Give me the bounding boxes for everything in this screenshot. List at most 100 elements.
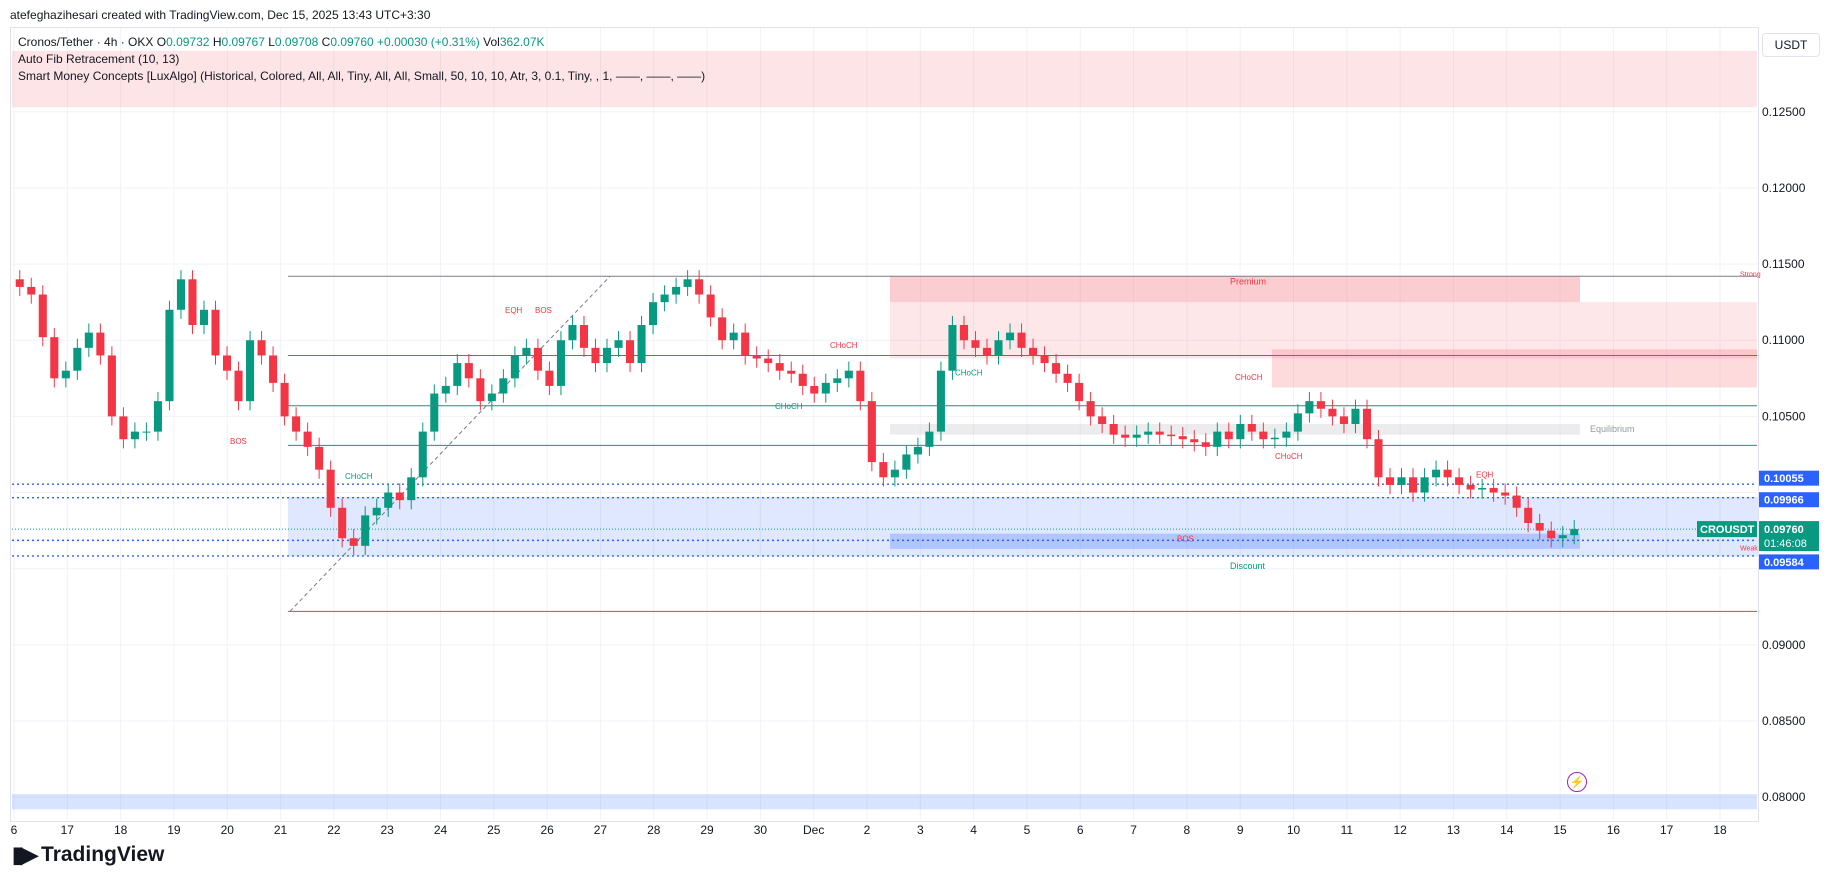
candle-body xyxy=(1144,431,1153,435)
zone-premium xyxy=(890,276,1580,303)
x-tick-label: 20 xyxy=(221,823,235,837)
candle-body xyxy=(522,347,531,356)
candle-body xyxy=(1362,408,1372,440)
y-tick-label: 0.08500 xyxy=(1762,714,1806,728)
candle-body xyxy=(1316,401,1325,409)
candle-body xyxy=(188,279,197,325)
label-layer: Premium Equilibrium Discount BOS CHoCH EQH BOS… xyxy=(230,271,1761,571)
x-tick-label: 9 xyxy=(1237,823,1244,837)
candle-body xyxy=(1155,431,1164,435)
candle-body xyxy=(199,309,209,325)
line-layer xyxy=(12,275,1757,612)
price-tag-label: 0.09966 xyxy=(1764,495,1804,507)
candle-body xyxy=(211,309,220,356)
candle-body xyxy=(1224,431,1233,440)
y-tick-label: 0.10500 xyxy=(1762,409,1806,423)
x-tick-label: 4 xyxy=(970,823,977,837)
candle-body xyxy=(844,370,853,379)
candle-body xyxy=(280,382,289,417)
x-tick-label: 15 xyxy=(1553,823,1567,837)
demand-band xyxy=(12,794,1757,810)
price-tag-label: 0.10055 xyxy=(1764,473,1804,485)
candle-body xyxy=(971,340,980,348)
x-tick-label: 8 xyxy=(1184,823,1191,837)
candle-body xyxy=(1489,487,1498,493)
candle-body xyxy=(1029,347,1038,356)
x-tick-label: 13 xyxy=(1447,823,1461,837)
structure-label: CHoCH xyxy=(1235,373,1263,382)
candle-body xyxy=(994,340,1003,356)
candle-body xyxy=(1339,416,1348,424)
logo-text: TradingView xyxy=(41,843,165,866)
candle-body xyxy=(1040,355,1049,364)
x-tick-label: 7 xyxy=(1130,823,1137,837)
candle-body xyxy=(1075,382,1084,402)
candle-body xyxy=(349,538,358,546)
current-price-label: 0.09760 xyxy=(1764,524,1804,536)
candle-body xyxy=(959,325,968,341)
x-tick-label: 29 xyxy=(700,823,714,837)
y-tick-label: 0.11000 xyxy=(1762,333,1805,347)
chart-frame xyxy=(10,27,1759,822)
candle-body xyxy=(1455,477,1464,485)
candle-body xyxy=(84,332,93,348)
x-tick-label: 10 xyxy=(1287,823,1301,837)
candle-body xyxy=(741,332,750,356)
candle-body xyxy=(384,492,393,508)
price-tag xyxy=(1759,492,1819,508)
candle-body xyxy=(1558,535,1567,539)
indicator-smc[interactable]: Smart Money Concepts [LuxAlgo] (Historic… xyxy=(18,69,706,83)
x-tick-label: 21 xyxy=(274,823,288,837)
candle-body xyxy=(73,347,82,371)
candle-body xyxy=(833,378,842,383)
x-tick-label: 19 xyxy=(167,823,181,837)
candle-body xyxy=(315,446,324,470)
candle-body xyxy=(361,515,370,546)
y-tick-label: 0.12000 xyxy=(1762,181,1806,195)
currency-button[interactable]: USDT xyxy=(1762,33,1820,57)
structure-label: Weak xyxy=(1740,545,1758,552)
candle-body xyxy=(925,431,934,447)
structure-label: CHoCH xyxy=(830,341,858,350)
y-tick-label: 0.11500 xyxy=(1762,257,1805,271)
candle-body xyxy=(591,347,600,364)
candle-body xyxy=(672,286,681,295)
candle-body xyxy=(1512,495,1521,508)
x-tick-label: 6 xyxy=(11,823,18,837)
candle-body xyxy=(1443,469,1452,478)
candle-body xyxy=(96,332,105,356)
candle-body xyxy=(1178,436,1187,440)
candle-body xyxy=(637,325,646,364)
ohlc-legend: Cronos/Tether · 4h · OKX O0.09732 H0.097… xyxy=(18,35,545,49)
candle-body xyxy=(1247,424,1256,432)
low-value: 0.09708 xyxy=(274,35,319,49)
candle-body xyxy=(649,302,658,325)
candle-body xyxy=(441,385,450,394)
candle-body xyxy=(119,416,128,440)
close-value: 0.09760 xyxy=(330,35,374,49)
x-tick-label: 3 xyxy=(917,823,924,837)
x-tick-label: 2 xyxy=(864,823,871,837)
indicator-fib[interactable]: Auto Fib Retracement (10, 13) xyxy=(18,52,180,66)
candle-body xyxy=(1167,434,1176,437)
candle-body xyxy=(1570,529,1579,536)
candle-body xyxy=(1190,439,1199,443)
candle-body xyxy=(982,347,992,356)
structure-label: EQH xyxy=(1476,470,1494,479)
candle-body xyxy=(303,431,312,447)
x-tick-label: 6 xyxy=(1077,823,1084,837)
high-value: 0.09767 xyxy=(221,35,265,49)
candle-body xyxy=(775,363,784,371)
bolt-icon[interactable]: ⚡ xyxy=(1567,772,1587,792)
candle-body xyxy=(867,401,876,463)
candle-body xyxy=(50,337,59,379)
candle-body xyxy=(1432,469,1441,478)
candle-body xyxy=(1005,332,1015,341)
candle-body xyxy=(1305,401,1314,414)
structure-label: Strong xyxy=(1740,271,1761,278)
candle-body xyxy=(395,492,404,501)
price-tag-label: 0.09584 xyxy=(1764,557,1805,569)
symbol-name[interactable]: Cronos/Tether · 4h · OKX xyxy=(18,35,154,49)
price-tag xyxy=(1759,554,1819,570)
